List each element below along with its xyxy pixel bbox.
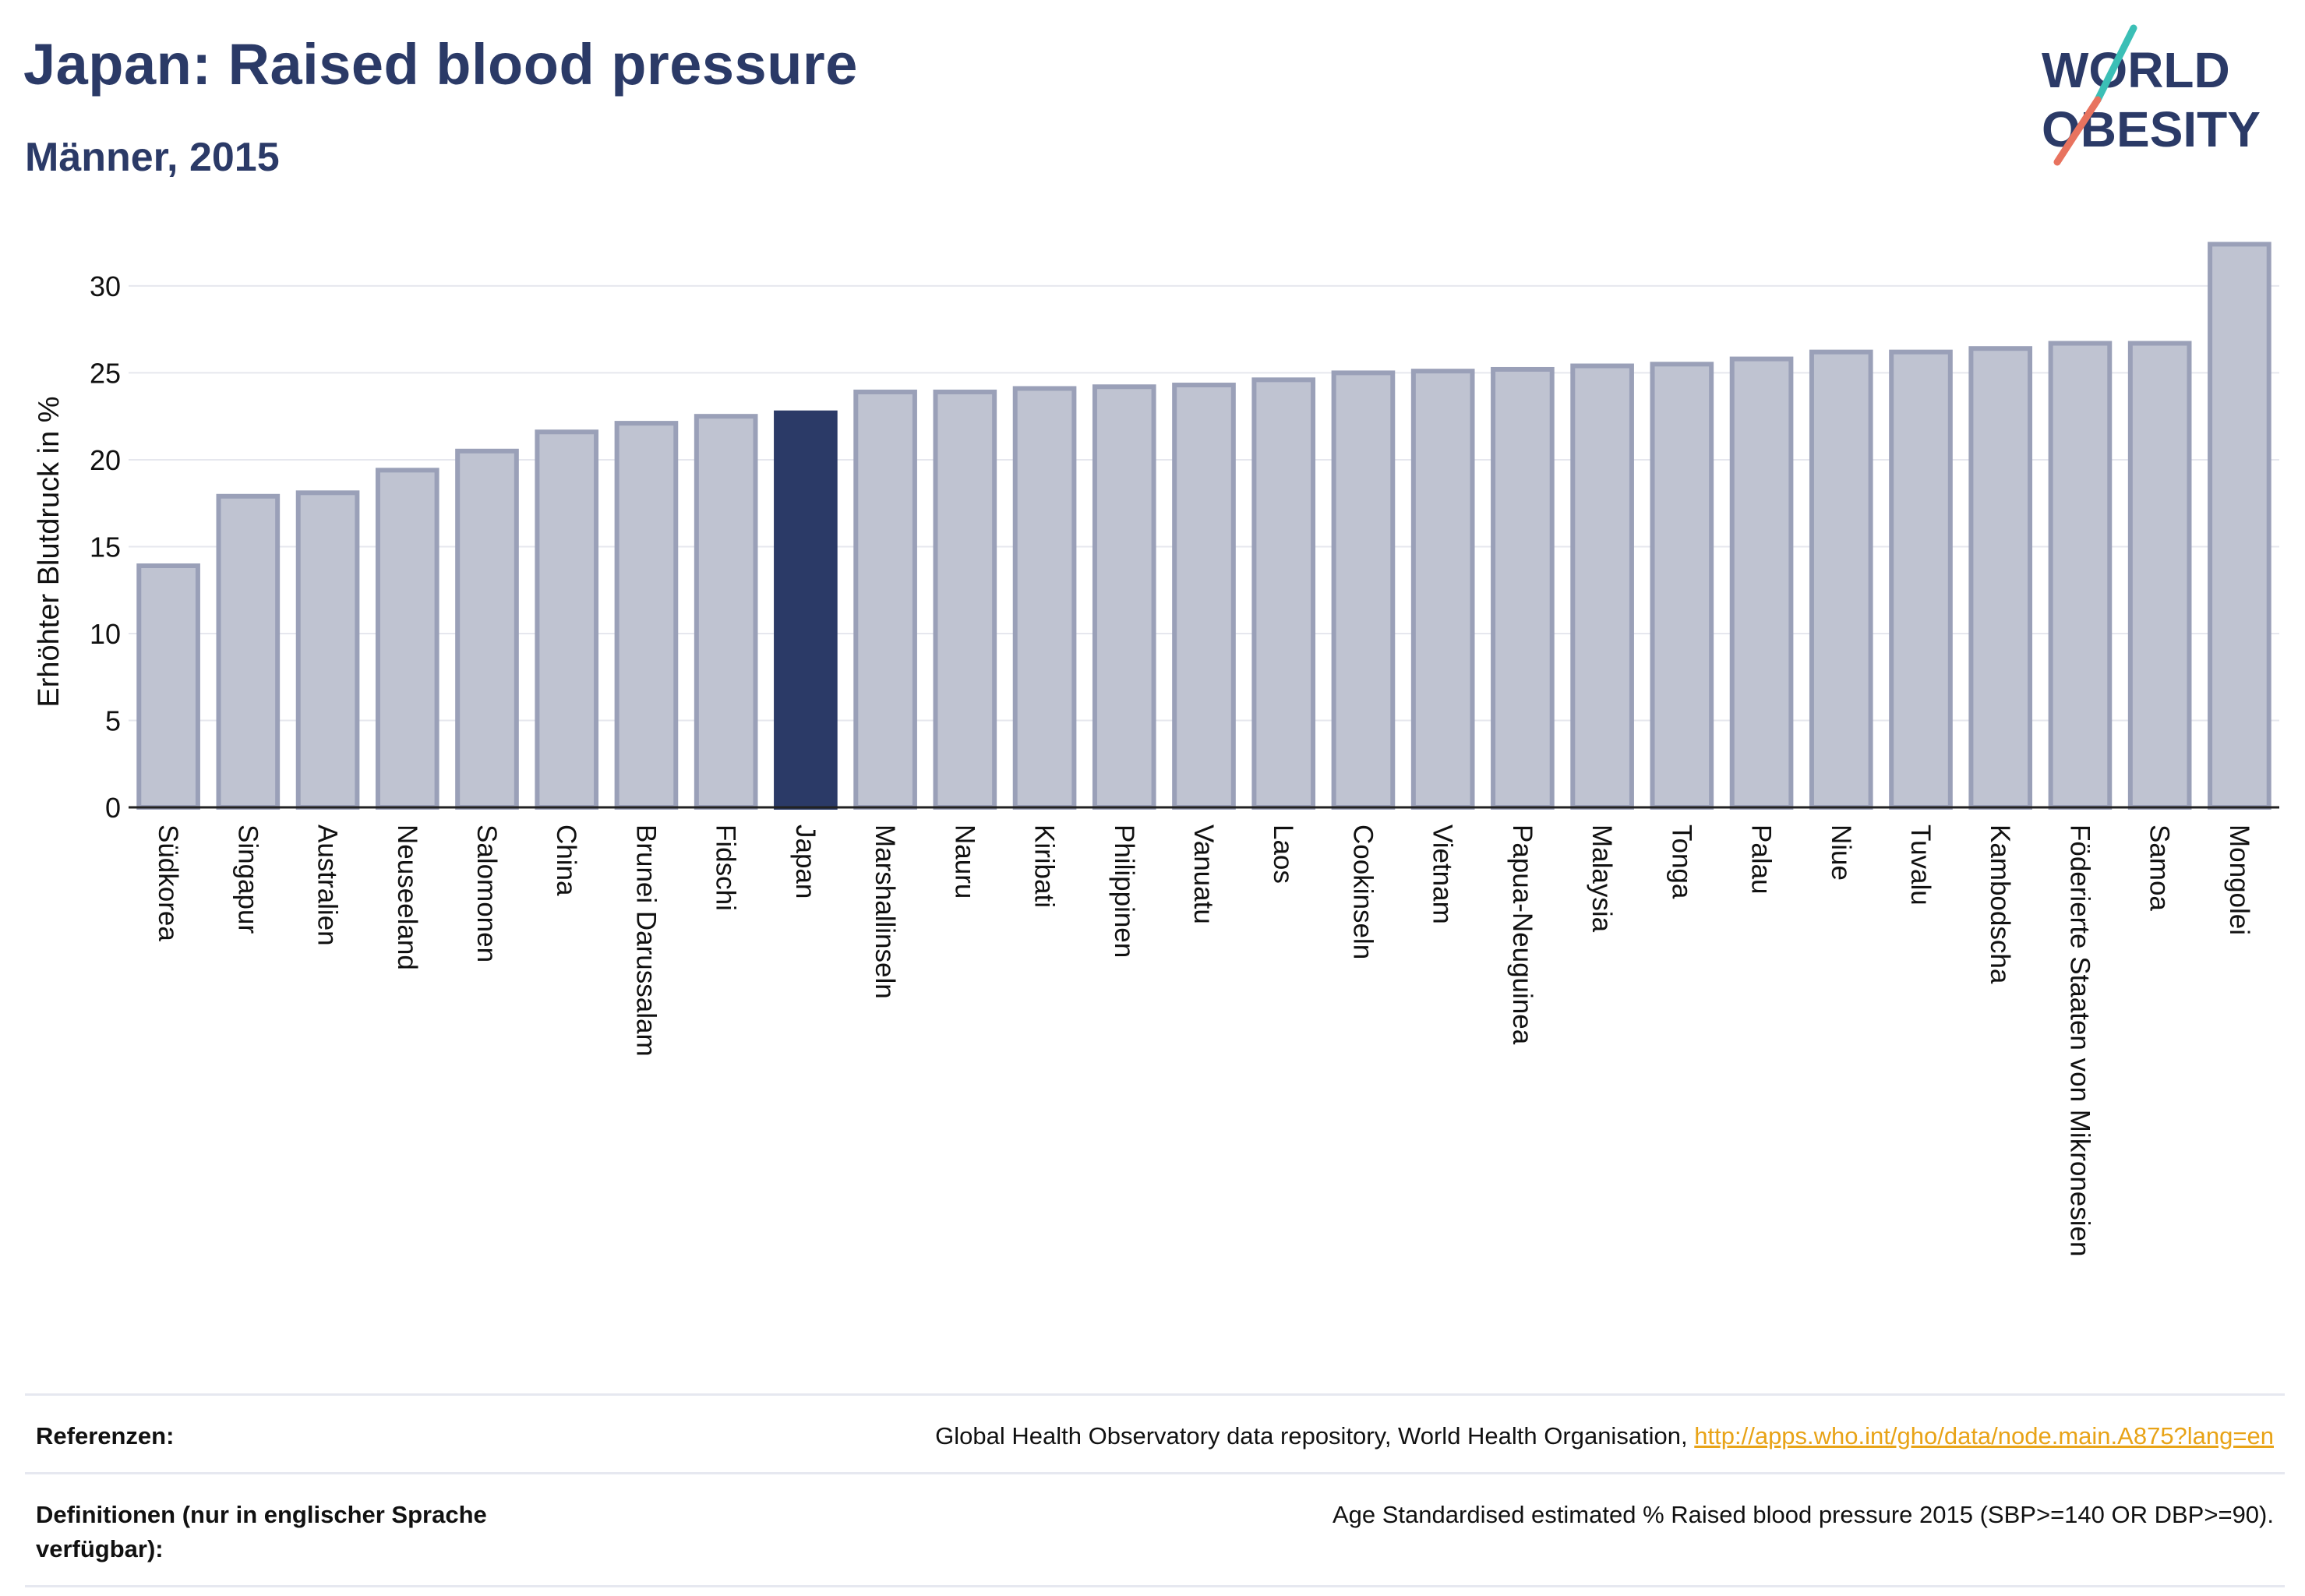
- references-text: Global Health Observatory data repositor…: [935, 1422, 1688, 1449]
- bar: [375, 468, 439, 810]
- y-tick-label: 15: [90, 531, 121, 563]
- x-tick-label: Philippinen: [1109, 824, 1139, 958]
- bar: [216, 493, 281, 810]
- y-tick-label: 25: [90, 357, 121, 389]
- x-tick-label: Marshallinseln: [870, 824, 900, 999]
- x-tick-labels: Südkorea Singapur Australien Neuseeland Salo…: [153, 824, 2254, 1256]
- x-tick-label: Australien: [312, 824, 343, 946]
- bar: [614, 421, 679, 810]
- bar: [1570, 363, 1634, 810]
- x-tick-label: China: [551, 824, 581, 896]
- x-tick-label: Neuseeland: [392, 824, 422, 970]
- bar: [1251, 377, 1316, 810]
- logo-line1: WORLD: [2042, 42, 2230, 98]
- bar: [1968, 346, 2033, 810]
- references-label: Referenzen:: [36, 1422, 175, 1449]
- bar-highlight: [774, 410, 838, 810]
- bar: [1331, 370, 1396, 810]
- bar: [136, 563, 200, 810]
- bar: [455, 448, 519, 810]
- x-tick-label: Südkorea: [153, 824, 183, 941]
- references-link[interactable]: http://apps.who.int/gho/data/node.main.A…: [1694, 1422, 2274, 1449]
- x-tick-label: Nauru: [949, 824, 980, 899]
- world-obesity-logo: WORLD OBESITY: [2042, 24, 2261, 166]
- references-row: Referenzen: Global Health Observatory da…: [25, 1393, 2285, 1472]
- definitions-label: Definitionen (nur in englischer Sprache …: [36, 1501, 487, 1562]
- bar: [2048, 341, 2113, 810]
- x-tick-label: Mongolei: [2224, 824, 2254, 935]
- bar: [1809, 349, 1873, 810]
- bar: [2127, 341, 2192, 810]
- bar: [1889, 349, 1953, 810]
- x-tick-label: Brunei Darussalam: [630, 824, 661, 1057]
- x-tick-label: Kiribati: [1029, 824, 1060, 908]
- x-tick-label: Vietnam: [1428, 824, 1458, 924]
- bar: [535, 429, 599, 810]
- bar: [853, 389, 917, 810]
- logo-slash-bottom: [2053, 96, 2102, 166]
- bar: [1491, 366, 1555, 810]
- references-table: Referenzen: Global Health Observatory da…: [25, 1393, 2285, 1587]
- page-subtitle: Männer, 2015: [25, 135, 280, 180]
- bar: [2208, 242, 2271, 810]
- y-axis-label: Erhöhter Blutdruck in %: [33, 396, 65, 707]
- x-tick-label: Japan: [790, 824, 821, 899]
- bar: [694, 414, 758, 810]
- y-tick-label: 0: [105, 792, 121, 824]
- logo-slash-top: [2094, 24, 2137, 104]
- page-title: Japan: Raised blood pressure: [23, 32, 858, 97]
- y-tick-label: 20: [90, 444, 121, 476]
- x-tick-label: Fidschi: [711, 824, 741, 911]
- x-tick-label: Malaysia: [1587, 824, 1617, 933]
- bar: [1729, 356, 1794, 810]
- x-tick-label: Tuvalu: [1905, 824, 1936, 906]
- x-tick-label: Cookinseln: [1347, 824, 1378, 959]
- bar: [1172, 383, 1236, 810]
- x-tick-label: Singapur: [232, 824, 263, 934]
- x-tick-label: Salomonen: [471, 824, 502, 962]
- bar: [933, 389, 997, 810]
- bar: [1092, 384, 1156, 810]
- x-tick-label: Palau: [1746, 824, 1777, 895]
- x-tick-label: Föderierte Staaten von Mikronesien: [2064, 824, 2095, 1256]
- x-tick-label: Samoa: [2144, 824, 2175, 911]
- bar: [1410, 369, 1475, 810]
- x-tick-label: Papua-Neuguinea: [1507, 824, 1537, 1045]
- x-tick-label: Niue: [1826, 824, 1856, 881]
- bar-chart: 0 5 10 15 20 25 30 Südkorea Singapur Australien N…: [33, 242, 2279, 1256]
- x-tick-label: Laos: [1268, 824, 1298, 884]
- y-tick-label: 30: [90, 270, 121, 302]
- definitions-value: Age Standardised estimated % Raised bloo…: [1332, 1501, 2274, 1528]
- x-tick-label: Tonga: [1666, 824, 1696, 899]
- bar: [1012, 386, 1077, 810]
- references-value: Global Health Observatory data repositor…: [935, 1419, 2274, 1453]
- y-tick-label: 5: [105, 704, 121, 736]
- bar: [295, 490, 360, 810]
- bars: [136, 242, 2271, 810]
- bar: [1650, 362, 1714, 810]
- definitions-row: Definitionen (nur in englischer Sprache …: [25, 1472, 2285, 1587]
- x-tick-label: Kambodscha: [1985, 824, 2015, 984]
- x-tick-label: Vanuatu: [1188, 824, 1219, 924]
- y-tick-labels: 0 5 10 15 20 25 30: [90, 270, 121, 824]
- y-tick-label: 10: [90, 618, 121, 650]
